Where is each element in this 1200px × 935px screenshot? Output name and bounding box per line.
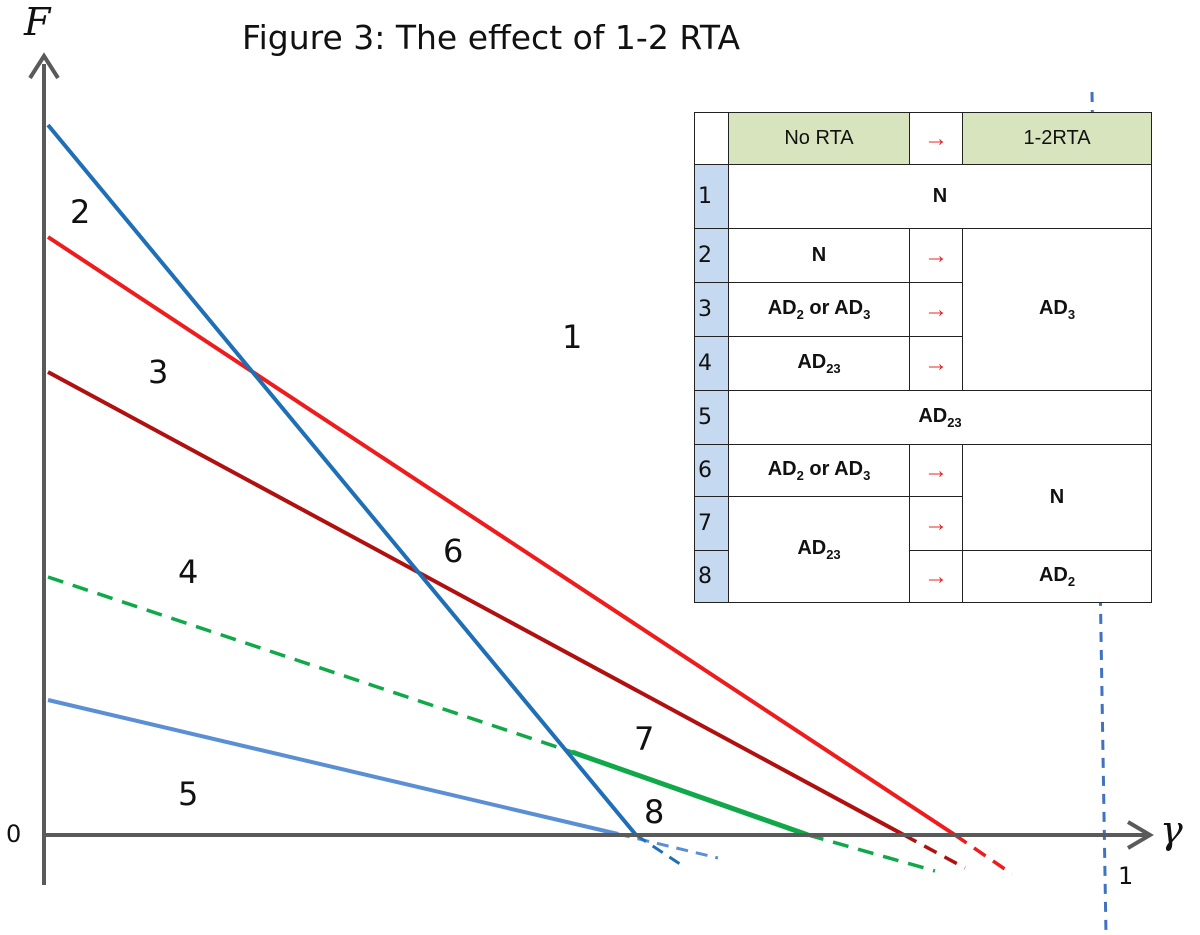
row-num-2: 2 [694,228,729,283]
origin-label: 0 [6,820,22,848]
blue-dashed-extension [635,833,687,870]
region-label-7: 7 [634,720,655,758]
region-label-3: 3 [148,353,169,391]
green-dashed-line-upper [47,575,573,754]
green-solid-segment [571,749,809,838]
row-5-outcome: AD23 [728,390,1152,445]
red-line [46,235,957,837]
row-8-arrow: → [909,550,963,603]
green-dashed-line-lower [807,833,936,873]
header-1-2rta: 1-2RTA [962,112,1152,165]
region-label-5: 5 [178,775,199,813]
row-6-arrow: → [909,444,963,497]
light-blue-line [47,698,619,836]
dark-red-line [47,370,905,837]
row-7-arrow: → [909,496,963,551]
red-dashed-extension [954,833,1013,876]
row-num-3: 3 [694,282,729,337]
region-label-4: 4 [178,553,199,591]
y-axis-arrowhead [28,52,60,80]
table-corner-cell [694,112,729,165]
dark-red-dashed-extension [903,833,966,870]
row-2-arrow: → [909,228,963,283]
row-num-8: 8 [694,550,729,603]
header-no-rta: No RTA [728,112,910,165]
row-num-5: 5 [694,390,729,445]
row-3-arrow: → [909,282,963,337]
x-axis-label: γ [1160,808,1183,852]
figure-title: Figure 3: The effect of 1-2 RTA [242,18,741,57]
light-blue-dashed-extension [617,832,719,860]
region-label-1: 1 [562,318,583,356]
row-num-7: 7 [694,496,729,551]
row-1-outcome: N [728,164,1152,229]
y-axis-label: F [24,0,51,44]
legend-table: No RTA → 1-2RTA 1 N 2 N → AD3 3 AD2 or A… [694,112,1152,603]
row-4-arrow: → [909,336,963,391]
x-axis-arrowhead [1126,820,1154,850]
header-arrow: → [909,112,963,165]
region-label-6: 6 [443,532,464,570]
row-num-4: 4 [694,336,729,391]
row-2-before: N [728,228,910,283]
x-tick-one: 1 [1118,862,1134,890]
rows-2-4-after: AD3 [962,228,1152,391]
blue-line [46,123,638,837]
row-num-1: 1 [694,164,729,229]
row-8-after: AD2 [962,550,1152,603]
region-label-2: 2 [70,193,91,231]
row-4-before: AD23 [728,336,910,391]
row-6-before: AD2 or AD3 [728,444,910,497]
rows-7-8-before: AD23 [728,496,910,603]
row-num-6: 6 [694,444,729,497]
row-3-before: AD2 or AD3 [728,282,910,337]
region-label-8: 8 [644,793,665,831]
rows-6-7-after: N [962,444,1152,551]
